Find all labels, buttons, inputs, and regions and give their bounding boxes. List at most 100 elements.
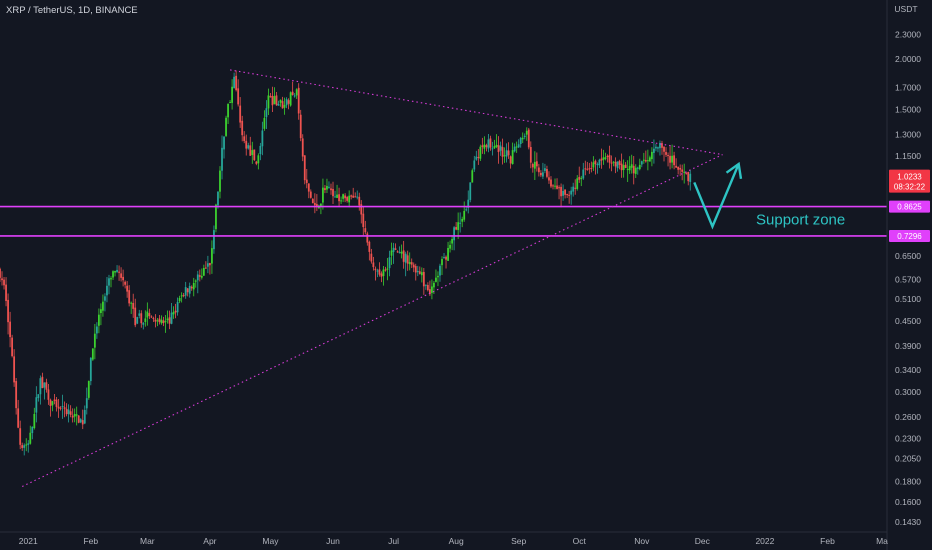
x-tick-label: Oct — [573, 536, 587, 546]
candle — [152, 316, 155, 322]
candle — [311, 197, 314, 204]
candle — [324, 184, 326, 194]
candle — [582, 162, 585, 180]
candle — [396, 250, 399, 253]
candle — [394, 243, 397, 251]
candle — [114, 270, 116, 277]
candle — [418, 266, 421, 275]
candle — [322, 178, 324, 210]
candle — [271, 86, 274, 112]
candle — [196, 270, 199, 294]
candle — [7, 293, 9, 335]
candle — [650, 147, 653, 167]
candle — [426, 282, 429, 292]
candle — [513, 143, 516, 153]
candle — [374, 266, 377, 281]
candle — [37, 394, 40, 402]
candle — [507, 142, 510, 159]
candle — [558, 185, 560, 200]
time-axis[interactable]: 2021 Feb Mar Apr May Jun Jul Aug Sep Oct Nov Dec 202… — [19, 536, 888, 546]
candle — [87, 380, 90, 400]
candle — [370, 248, 373, 264]
candle — [100, 303, 102, 326]
candle — [632, 156, 635, 185]
candle — [505, 143, 508, 163]
x-tick-label: Mar — [140, 536, 155, 546]
candle — [451, 235, 453, 251]
candle — [247, 142, 250, 150]
x-tick-label: Ma — [876, 536, 888, 546]
y-tick-label: 0.1430 — [895, 517, 921, 527]
candle — [241, 115, 244, 142]
candle — [360, 200, 363, 224]
candle — [358, 192, 361, 211]
candle — [459, 212, 462, 233]
candle — [491, 141, 494, 156]
candle — [677, 166, 680, 175]
candle — [174, 303, 177, 319]
candle — [566, 193, 569, 199]
candle — [332, 181, 334, 205]
candle — [648, 155, 651, 162]
candle — [679, 164, 682, 176]
candle — [380, 271, 383, 283]
candle — [106, 276, 108, 303]
svg-text:0.8625: 0.8625 — [897, 203, 922, 212]
trendline-lower[interactable] — [21, 154, 723, 487]
projection-path[interactable] — [693, 163, 740, 230]
candle — [586, 161, 589, 171]
candle — [136, 316, 139, 325]
candle — [27, 440, 30, 453]
candle — [122, 269, 125, 287]
price-axis[interactable]: 2.3000 2.0000 1.7000 1.5000 1.3000 1.1500 0.65… — [895, 30, 921, 527]
y-tick-label: 0.3000 — [895, 387, 921, 397]
candle — [15, 377, 18, 415]
candle — [344, 193, 347, 203]
candle — [598, 158, 601, 168]
candle — [144, 310, 147, 327]
support-zone-annotation[interactable]: Support zone — [756, 212, 845, 229]
candle — [178, 295, 181, 304]
candle — [23, 443, 26, 456]
candle — [267, 88, 270, 115]
candle — [655, 143, 657, 152]
candle — [574, 179, 577, 195]
candle — [95, 322, 98, 339]
candle — [422, 268, 425, 295]
candle — [346, 195, 349, 203]
candle — [527, 127, 530, 150]
candle — [642, 152, 645, 164]
candle — [162, 316, 165, 327]
candle — [588, 162, 591, 174]
candle — [572, 182, 575, 197]
candle — [49, 398, 52, 417]
candle — [47, 384, 50, 405]
candles-layer — [0, 70, 692, 456]
candle — [352, 187, 355, 198]
candle — [235, 70, 238, 92]
candle — [132, 293, 135, 318]
candle — [659, 140, 661, 156]
candle — [552, 184, 554, 190]
candle — [33, 407, 36, 430]
candle — [124, 280, 127, 289]
candle — [519, 136, 522, 148]
candle — [499, 141, 502, 156]
candle — [550, 176, 552, 189]
candle — [497, 136, 500, 164]
candle — [644, 150, 647, 163]
candle — [622, 159, 625, 178]
candle — [495, 134, 498, 149]
candle — [3, 277, 5, 290]
candle — [140, 310, 143, 328]
candle — [461, 216, 464, 228]
candle — [279, 99, 282, 107]
candle — [471, 168, 474, 183]
candle — [439, 263, 441, 282]
candle — [130, 301, 133, 314]
candle — [634, 164, 637, 179]
chart-title: XRP / TetherUS, 1D, BINANCE — [6, 5, 138, 16]
x-tick-label: Jul — [388, 536, 399, 546]
candle — [453, 226, 456, 251]
